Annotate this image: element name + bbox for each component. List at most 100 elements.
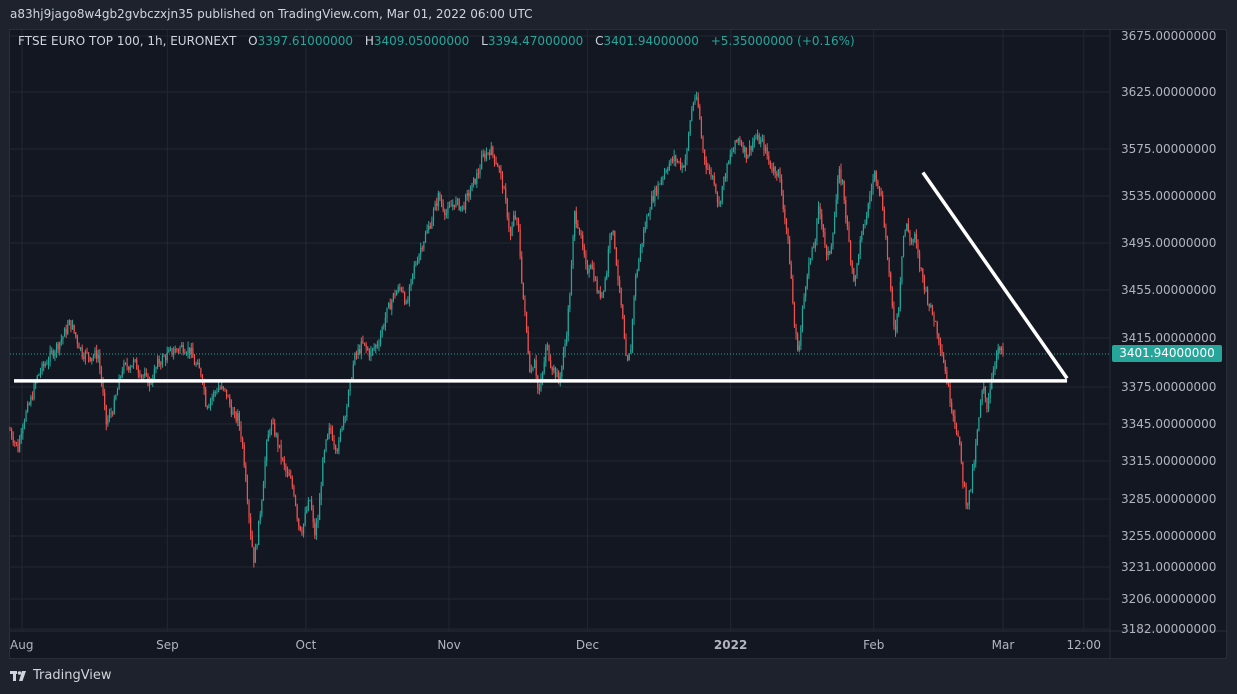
candle-body xyxy=(591,265,593,268)
candle-body xyxy=(951,403,953,412)
candle-body xyxy=(795,327,797,335)
candle-body xyxy=(978,417,980,431)
candle-body xyxy=(267,434,269,442)
candle-body xyxy=(772,166,775,171)
candle-body xyxy=(869,196,871,204)
candle-body xyxy=(803,296,805,309)
candle-body xyxy=(415,263,417,266)
candle-body xyxy=(724,176,727,179)
candle-body xyxy=(837,178,839,200)
candle-body xyxy=(208,405,210,408)
candle-body xyxy=(800,327,802,346)
candle-body xyxy=(418,254,420,262)
candle-body xyxy=(582,235,584,247)
candle-body xyxy=(628,353,630,361)
candle-body xyxy=(306,509,308,513)
candle-body xyxy=(83,357,85,359)
candle-body xyxy=(367,347,369,350)
candle-body xyxy=(142,375,144,377)
candle-body xyxy=(346,406,348,417)
candle-body xyxy=(493,154,496,162)
candle-body xyxy=(833,217,836,234)
open-label: O xyxy=(248,34,258,48)
candle-body xyxy=(319,499,321,521)
candle-body xyxy=(543,362,545,373)
candle-body xyxy=(70,320,72,330)
candle-body xyxy=(47,361,50,365)
candle-body xyxy=(76,336,78,344)
candle-body xyxy=(601,292,603,298)
candle-body xyxy=(761,139,763,141)
candle-body xyxy=(915,233,917,244)
candle-body xyxy=(14,442,16,444)
candle-body xyxy=(676,160,678,162)
candle-body xyxy=(375,344,377,349)
candle-body xyxy=(498,166,500,169)
candle-body xyxy=(973,463,975,469)
candle-body xyxy=(381,327,383,336)
candle-body xyxy=(476,173,478,184)
candle-body xyxy=(354,353,356,365)
open-value: 3397.61000000 xyxy=(257,34,353,48)
candle-body xyxy=(232,411,234,415)
candle-body xyxy=(336,450,338,452)
candle-body xyxy=(683,165,685,168)
candle-body xyxy=(11,430,13,437)
candle-body xyxy=(681,165,683,169)
candle-body xyxy=(750,145,752,150)
y-tick-label: 3625.00000000 xyxy=(1121,85,1216,99)
chart-panel[interactable] xyxy=(9,29,1227,659)
candle-body xyxy=(789,239,791,265)
candle-body xyxy=(352,364,354,380)
y-tick-label: 3575.00000000 xyxy=(1121,142,1216,156)
candle-body xyxy=(222,386,224,389)
candle-body xyxy=(250,517,252,536)
candle-body xyxy=(888,257,890,274)
candle-body xyxy=(19,438,21,452)
candle-body xyxy=(967,504,969,506)
candle-body xyxy=(808,262,810,276)
candle-body xyxy=(554,367,557,378)
candle-body xyxy=(177,349,180,351)
candle-body xyxy=(283,459,285,466)
candle-body xyxy=(424,233,427,242)
candle-body xyxy=(195,363,197,366)
candle-body xyxy=(357,349,359,355)
candle-body xyxy=(408,286,411,301)
candle-body xyxy=(846,217,848,227)
last-price-badge: 3401.94000000 xyxy=(1112,345,1222,363)
candle-body xyxy=(981,390,983,403)
y-tick-label: 3231.00000000 xyxy=(1121,560,1216,574)
candle-body xyxy=(886,237,889,258)
candle-body xyxy=(36,375,38,382)
candle-body xyxy=(963,483,966,487)
candle-body xyxy=(323,451,326,459)
candle-body xyxy=(288,472,290,477)
candle-body xyxy=(935,320,937,322)
candle-body xyxy=(545,347,547,363)
candle-body xyxy=(344,416,346,418)
candle-body xyxy=(473,178,475,184)
candle-body xyxy=(766,147,768,156)
candle-body xyxy=(219,387,221,389)
candle-body xyxy=(269,430,271,435)
candle-body xyxy=(229,396,231,405)
tradingview-brand[interactable]: TradingView xyxy=(10,668,112,683)
candle-body xyxy=(400,288,403,291)
candle-body xyxy=(426,229,428,234)
candle-body xyxy=(617,264,619,281)
candle-body xyxy=(817,206,820,220)
candle-body xyxy=(136,359,138,370)
candle-body xyxy=(312,509,314,523)
candle-body xyxy=(679,161,682,169)
candle-body xyxy=(952,411,954,416)
candle-body xyxy=(652,195,654,202)
candle-body xyxy=(200,368,202,376)
candle-body xyxy=(806,275,808,287)
candle-body xyxy=(748,145,751,155)
candle-body xyxy=(606,273,608,279)
candle-body xyxy=(392,293,395,301)
candle-body xyxy=(602,290,605,293)
candle-body xyxy=(713,176,715,185)
